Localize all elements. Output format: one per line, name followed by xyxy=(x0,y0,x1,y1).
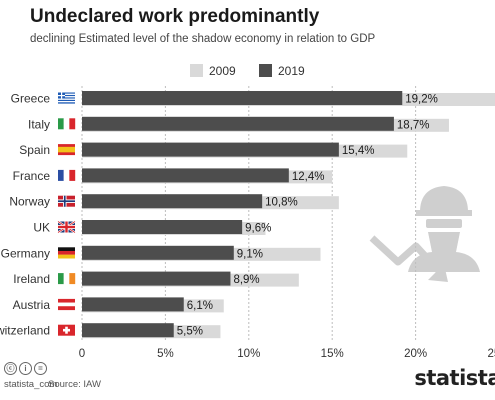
data-label: 9,6% xyxy=(245,223,271,235)
flag-spain-icon xyxy=(58,144,75,156)
flag-switzerland-icon xyxy=(58,324,75,336)
category-labels: Greece Italy Spain France Norway UK Germany Ire… xyxy=(0,92,50,338)
license-icons: ⓒ i = xyxy=(4,362,47,375)
worker-decline-illustration xyxy=(369,186,480,282)
legend-label-2019: 2019 xyxy=(278,64,305,78)
flag-germany-icon xyxy=(58,247,75,259)
data-label: 9,1% xyxy=(237,248,263,260)
x-tick-label: 25% xyxy=(487,348,495,360)
data-label: 18,7% xyxy=(397,119,430,131)
category-label: Ireland xyxy=(13,272,50,286)
bar-2019 xyxy=(82,220,243,234)
flag-ireland-icon xyxy=(58,273,76,285)
flag-italy-icon xyxy=(58,118,76,130)
flag-austria-icon xyxy=(58,298,75,311)
category-label: Norway xyxy=(9,195,50,209)
bar-2019 xyxy=(82,91,403,105)
bar-2019 xyxy=(82,323,174,338)
category-label: Germany xyxy=(1,246,50,260)
flag-norway-icon xyxy=(58,195,75,207)
category-label: Switzerland xyxy=(0,324,50,338)
footer-source: Source: IAW xyxy=(48,379,101,390)
footer-credit[interactable]: statista_com xyxy=(4,379,58,390)
flag-greece-icon xyxy=(58,92,75,104)
bar-2019 xyxy=(82,194,263,209)
data-label: 19,2% xyxy=(405,94,438,106)
chart-legend: 2009 2019 xyxy=(190,64,305,78)
bar-2019 xyxy=(82,168,289,183)
legend-label-2009: 2009 xyxy=(209,64,236,78)
data-labels: 19,2% 18,7% 15,4% 12,4% 10,8% 9,6% 9,1% 8,9% 6,1… xyxy=(177,94,438,338)
x-tick-label: 15% xyxy=(321,348,344,360)
bar-2019 xyxy=(82,271,231,286)
bar-2019 xyxy=(82,142,339,157)
category-label: France xyxy=(13,169,51,183)
attribution-icon: i xyxy=(19,362,32,375)
country-flags xyxy=(57,92,76,336)
data-label: 10,8% xyxy=(265,197,298,209)
data-label: 12,4% xyxy=(292,171,325,183)
x-tick-label: 10% xyxy=(237,348,260,360)
bar-2019 xyxy=(82,297,184,312)
category-label: Italy xyxy=(28,117,50,131)
chart-title: Undeclared work predominantly xyxy=(30,6,320,27)
category-label: UK xyxy=(33,221,50,235)
chart-subtitle: declining Estimated level of the shadow … xyxy=(30,33,376,45)
statista-logo[interactable]: statista xyxy=(414,366,495,390)
flag-uk-icon xyxy=(57,220,76,234)
x-axis-ticks: 0 5% 10% 15% 20% 25% xyxy=(79,348,495,360)
legend-swatch-2009 xyxy=(190,64,203,77)
series-2019-bars xyxy=(82,91,403,338)
category-label: Austria xyxy=(13,298,51,312)
bar-2019 xyxy=(82,116,394,131)
no-derivatives-icon: = xyxy=(34,362,47,375)
creative-commons-icon: ⓒ xyxy=(4,362,17,375)
x-tick-label: 20% xyxy=(404,348,427,360)
legend-swatch-2019 xyxy=(259,64,272,77)
category-label: Greece xyxy=(11,92,51,106)
data-label: 8,9% xyxy=(233,274,259,286)
data-label: 5,5% xyxy=(177,326,203,338)
bar-2019 xyxy=(82,245,234,260)
x-tick-label: 5% xyxy=(157,348,174,360)
data-label: 15,4% xyxy=(342,145,375,157)
flag-france-icon xyxy=(58,169,76,181)
data-label: 6,1% xyxy=(187,300,213,312)
x-tick-label: 0 xyxy=(79,348,85,360)
category-label: Spain xyxy=(19,143,50,157)
